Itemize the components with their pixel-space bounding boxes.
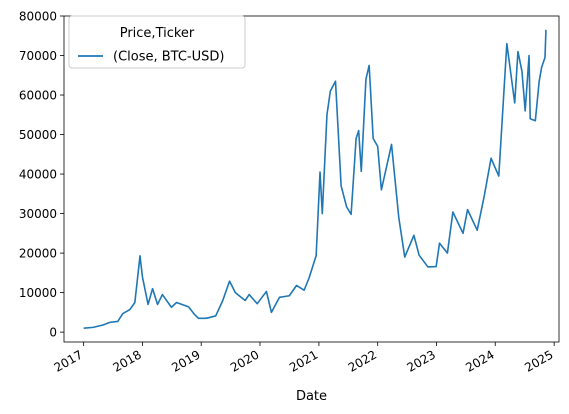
y-tick-label-0: 0 [49,326,57,340]
plot-area [63,15,560,343]
x-tick-label-1: 2018 [110,347,143,374]
legend-entry-label: (Close, BTC-USD) [113,50,224,65]
y-tick-label-2: 20000 [19,247,57,261]
x-tick-label-5: 2022 [346,347,379,374]
x-tick-label-6: 2023 [405,347,438,374]
series-line-0 [83,29,547,329]
y-axis: 0 10000 20000 30000 40000 50000 60000 70000 8000… [19,10,64,340]
series-layer [83,29,547,329]
x-tick-label-8: 2025 [522,347,555,374]
x-axis: 2017 2018 2019 2020 2021 2022 2023 2024 2025 [52,342,556,375]
y-tick-label-8: 80000 [19,10,57,24]
x-tick-label-7: 2024 [463,347,496,374]
y-tick-label-4: 40000 [19,168,57,182]
y-tick-label-5: 50000 [19,128,57,142]
legend-title: Price,Ticker [120,26,195,41]
legend: Price,Ticker (Close, BTC-USD) [68,15,246,69]
x-tick-label-2: 2019 [169,347,202,374]
x-tick-label-0: 2017 [52,347,85,374]
y-tick-label-7: 70000 [19,49,57,63]
legend-box [68,15,246,69]
y-tick-label-6: 60000 [19,89,57,103]
x-tick-label-4: 2021 [287,347,320,374]
x-axis-label: Date [296,389,327,404]
y-tick-label-1: 10000 [19,286,57,300]
y-tick-label-3: 30000 [19,207,57,221]
plot-frame [63,15,560,343]
x-tick-label-3: 2020 [228,347,261,374]
